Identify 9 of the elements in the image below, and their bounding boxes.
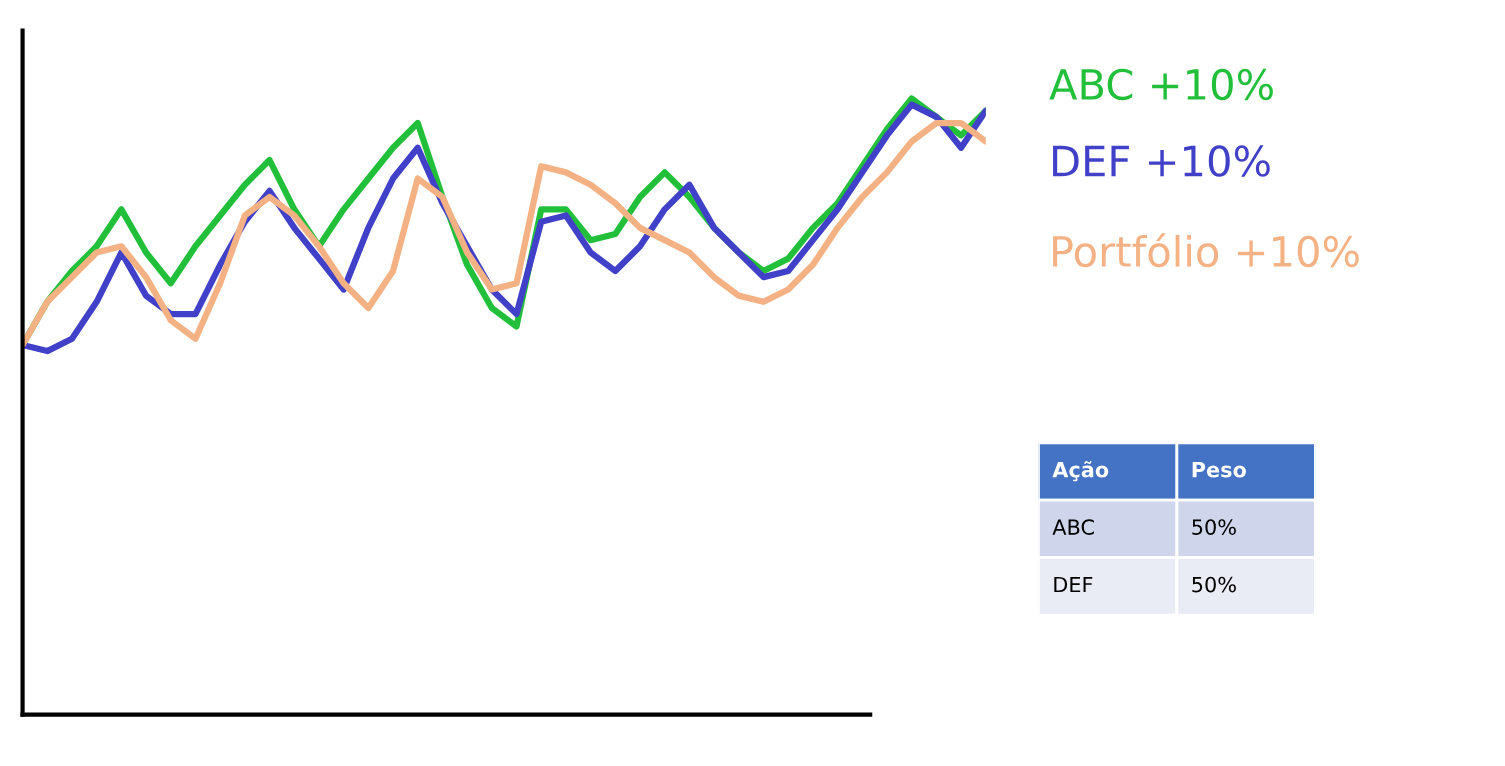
text: 50% xyxy=(1192,519,1236,535)
text: Portfólio +10% xyxy=(1053,233,1359,268)
series-label: ABC +10% xyxy=(1049,68,1273,101)
text: ABC xyxy=(1052,519,1094,535)
text: DEF xyxy=(1054,576,1093,593)
text: 50% xyxy=(1192,576,1236,593)
text: Ação xyxy=(1052,461,1109,482)
series-label: DEF +10% xyxy=(1053,145,1270,177)
text: Peso xyxy=(1192,462,1246,478)
